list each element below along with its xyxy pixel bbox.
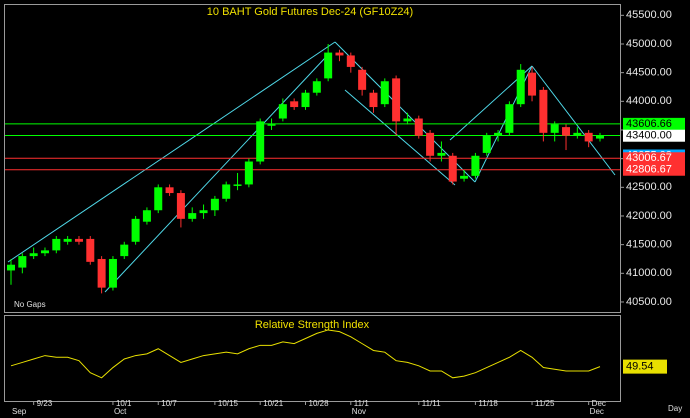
level-box [623, 152, 685, 165]
candle-body [120, 244, 129, 257]
candle-body [233, 184, 242, 186]
candle-body [222, 184, 231, 199]
rsi-value-box [623, 359, 667, 374]
x-tick-label: 10/1 [116, 399, 132, 408]
x-tick-label: 11/1 [354, 399, 370, 408]
candle-body [392, 78, 401, 122]
candle-body [403, 118, 412, 122]
candle-body [562, 127, 571, 136]
candle-body [290, 101, 299, 108]
candle-body [97, 258, 106, 288]
candle-body [278, 104, 287, 119]
y-tick-label: 42000.00 [626, 210, 672, 222]
month-label: Oct [114, 407, 127, 416]
rsi-line [10, 329, 601, 379]
month-label: Sep [12, 407, 27, 416]
candle-body [516, 69, 525, 105]
candle-body [199, 210, 208, 214]
candle-body [256, 121, 265, 162]
candle-body [52, 238, 61, 251]
candle-body [18, 256, 27, 268]
level-label: 43400.00 [626, 130, 672, 142]
x-tick-label: 10/28 [309, 399, 330, 408]
candle-body [324, 52, 333, 79]
level-label: 43606.66 [626, 118, 672, 130]
candle-body [86, 238, 95, 262]
x-tick-label: 11/11 [422, 399, 441, 408]
candle-body [7, 264, 15, 271]
rsi-title: Relative Strength Index [255, 319, 370, 331]
y-tick-label: 42500.00 [626, 181, 672, 193]
candle-body [482, 135, 491, 153]
candle-body [142, 210, 151, 222]
trend-line [7, 41, 336, 263]
month-label: Dec [590, 407, 604, 416]
x-tick-label: 9/23 [37, 399, 53, 408]
y-tick-label: 40500.00 [626, 296, 672, 308]
trend-line [104, 57, 326, 293]
candle-body [131, 218, 140, 242]
candle-body [210, 198, 219, 211]
x-tick-label: 10/21 [263, 399, 284, 408]
candle-body [74, 238, 83, 242]
y-tick-label: 41000.00 [626, 267, 672, 279]
candle-body [63, 238, 72, 242]
candle-body [448, 155, 457, 182]
candle-body [584, 132, 593, 142]
candle-body [460, 175, 469, 179]
trend-line [531, 65, 616, 176]
candle-body [426, 132, 435, 156]
candle-body [165, 187, 174, 194]
level-box [623, 163, 685, 176]
candle-body [301, 92, 310, 108]
candle-body [358, 69, 367, 90]
candle-body [267, 124, 276, 126]
candle-body [471, 155, 480, 176]
candle-body [596, 135, 604, 139]
x-tick-label: 11/25 [535, 399, 555, 408]
candle-body [369, 92, 378, 108]
candle-body [188, 213, 197, 219]
y-tick-label: 44000.00 [626, 95, 672, 107]
candle-body [244, 161, 253, 185]
candle-body [573, 132, 582, 136]
candle-body [154, 187, 163, 211]
candle-body [176, 193, 185, 219]
x-tick-label: 10/15 [218, 399, 239, 408]
y-tick-label: 45000.00 [626, 38, 672, 50]
level-label: 42806.67 [626, 164, 672, 176]
rsi-value-label: 49.54 [626, 361, 654, 373]
note: No Gaps [14, 300, 46, 309]
candle-body [346, 55, 355, 67]
candle-body [29, 253, 38, 257]
candle-body [539, 89, 548, 133]
candle-body [494, 132, 503, 136]
level-label: 43006.67 [626, 152, 672, 164]
candle-body [335, 52, 344, 56]
level-box [623, 129, 685, 142]
candle-body [414, 118, 423, 136]
candle-body [108, 258, 117, 288]
y-tick-label: 44500.00 [626, 67, 672, 79]
candle-body [505, 104, 514, 133]
month-label: Nov [352, 407, 366, 416]
candle-body [40, 250, 49, 254]
candle-body [528, 72, 537, 96]
x-tick-label: Dec [592, 399, 606, 408]
level-box [623, 117, 685, 130]
candle-body [437, 152, 446, 156]
y-tick-label: 45500.00 [626, 9, 672, 21]
candle-body [550, 124, 559, 133]
candle-body [312, 81, 321, 93]
x-tick-label: 11/18 [478, 399, 498, 408]
y-tick-label: 41500.00 [626, 239, 672, 251]
rsi-panel-frame [4, 315, 621, 402]
candle-body [380, 81, 389, 105]
trend-line [344, 89, 456, 186]
x-tick-label: 10/7 [161, 399, 177, 408]
x-axis-label: Day [668, 404, 682, 413]
chart-title: 10 BAHT Gold Futures Dec-24 (GF10Z24) [207, 6, 413, 18]
